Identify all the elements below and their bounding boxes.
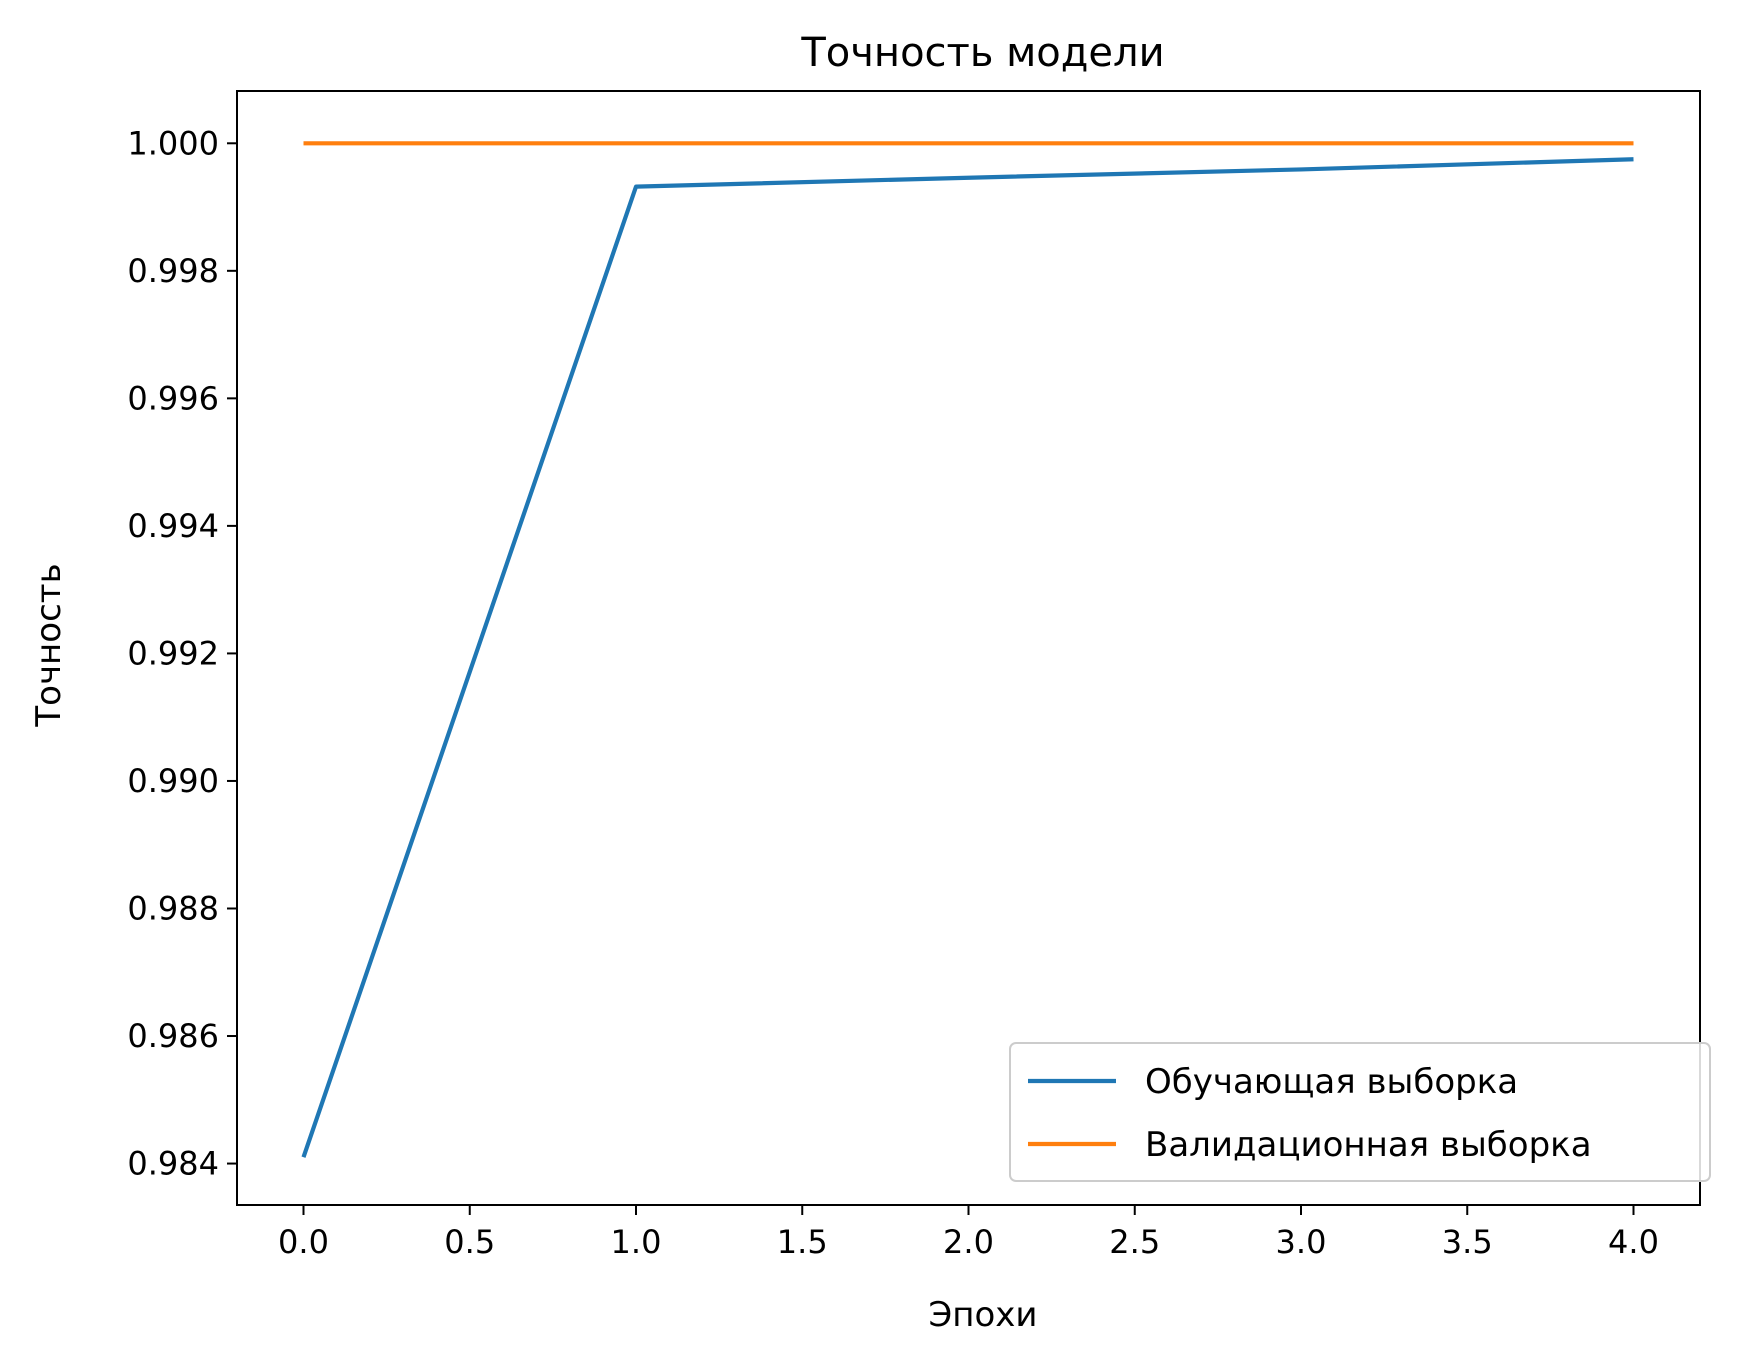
series-line-1: [301, 157, 1634, 1158]
y-tick-label: 0.992: [127, 634, 219, 672]
x-tick-label: 0.0: [278, 1223, 329, 1261]
plot-area: 0.0 0.5 1.0 1.5 2.0 2.5 3.0 3.5 4.0 0.984 0.986 0.9…: [127, 90, 1711, 1261]
x-axis-label: Эпохи: [929, 1295, 1038, 1335]
y-tick-label: 0.996: [127, 379, 219, 417]
x-tick-label: 3.5: [1442, 1223, 1493, 1261]
x-tick-label: 1.5: [777, 1223, 828, 1261]
y-tick-label: 0.984: [127, 1145, 219, 1183]
legend-item: Обучающая выборка: [1028, 1062, 1518, 1102]
legend-label-2: Валидационная выборка: [1145, 1125, 1592, 1165]
y-tick-label: 0.990: [127, 762, 219, 800]
legend-item: Валидационная выборка: [1028, 1125, 1592, 1165]
y-tick-label: 0.994: [127, 507, 219, 545]
legend: Обучающая выборка Валидационная выборка: [1009, 1042, 1711, 1182]
x-tick-label: 1.0: [611, 1223, 662, 1261]
x-tick-label: 2.5: [1109, 1223, 1160, 1261]
y-tick-label: 0.986: [127, 1017, 219, 1055]
y-tick-label: 0.988: [127, 889, 219, 927]
y-axis-label: Точность: [29, 563, 69, 727]
legend-box: [1009, 1042, 1711, 1182]
legend-label-1: Обучающая выборка: [1145, 1062, 1518, 1102]
x-tick-label: 2.0: [943, 1223, 994, 1261]
y-tick-label: 0.998: [127, 252, 219, 290]
x-tick-label: 0.5: [444, 1223, 495, 1261]
chart-title: Точность модели: [800, 30, 1164, 76]
y-tick-label: 1.000: [127, 124, 219, 162]
x-tick-label: 4.0: [1608, 1223, 1659, 1261]
x-tick-label: 3.0: [1276, 1223, 1327, 1261]
